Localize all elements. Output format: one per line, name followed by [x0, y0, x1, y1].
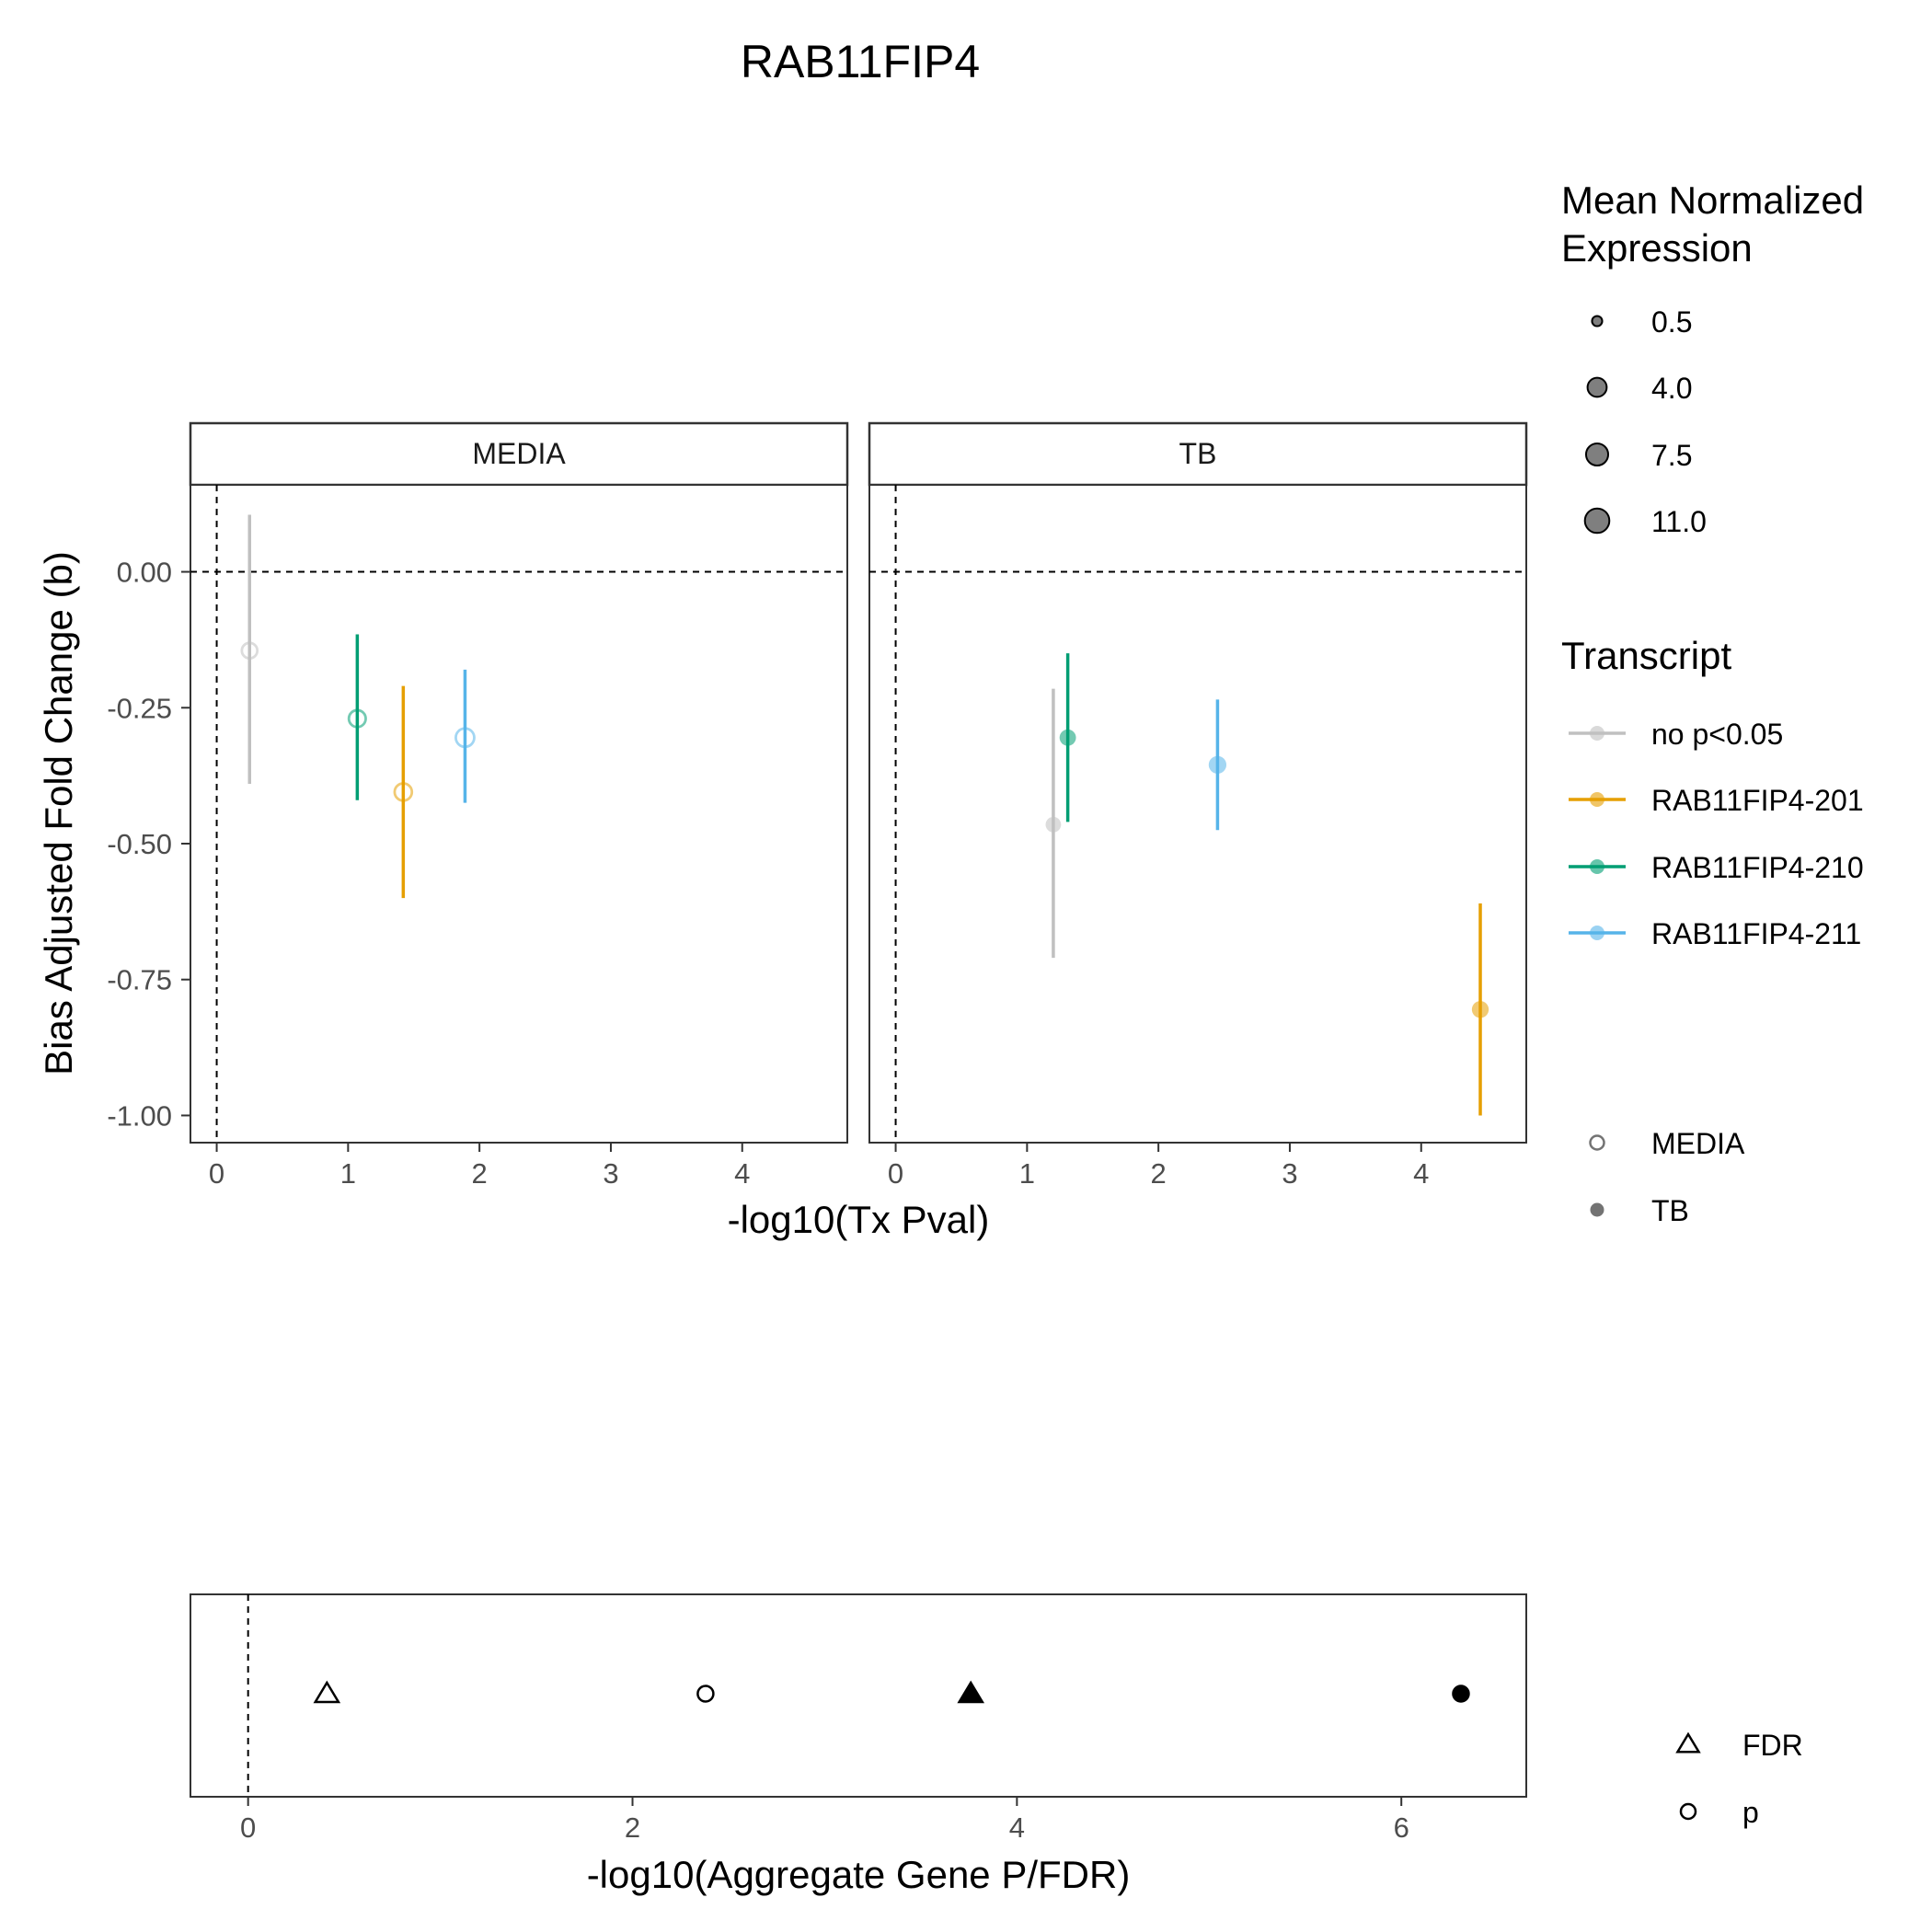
size-legend-label: 0.5 — [1651, 305, 1692, 339]
x-tick-label: 3 — [1282, 1157, 1297, 1190]
metric-legend-key-triangle — [1675, 1731, 1701, 1754]
size-legend-key — [1591, 315, 1604, 328]
color-legend-label: RAB11FIP4-211 — [1651, 917, 1861, 950]
size-legend-items: 0.5 4.0 7.5 11.0 — [1583, 305, 1707, 538]
x-tick-label: 3 — [603, 1157, 618, 1190]
facet-media: MEDIA — [189, 421, 849, 1144]
condition-legend-key-filled — [1590, 1202, 1604, 1217]
y-tick-label: -0.25 — [107, 692, 172, 724]
metric-legend-label: p — [1742, 1796, 1759, 1829]
point-rab11fip4-211-tb — [1208, 755, 1227, 774]
y-tick-label: -0.75 — [107, 964, 172, 996]
point-no-p-0-05-media — [240, 641, 259, 661]
x-tick-label: 2 — [472, 1157, 488, 1190]
color-legend-items: no p<0.05 RAB11FIP4-201 RAB11FIP4-210 RAB11… — [1569, 718, 1864, 950]
size-legend-key — [1583, 507, 1611, 535]
aggregate-x-tick-label: 2 — [625, 1811, 640, 1844]
size-legend-key — [1584, 442, 1610, 467]
aggregate-point-fdr-media — [313, 1680, 341, 1704]
facet-strip-media — [189, 421, 849, 487]
point-rab11fip4-211-media — [454, 727, 476, 749]
color-legend-dot — [1590, 859, 1604, 874]
x-tick-label: 2 — [1151, 1157, 1167, 1190]
aggregate-panel-frame — [190, 1593, 1527, 1798]
x-tick-label: 0 — [209, 1157, 224, 1190]
condition-legend-key-open — [1589, 1134, 1605, 1151]
size-legend: Mean Normalized Expression 0.5 4.0 7.5 11.0 — [1561, 178, 1864, 538]
size-legend-label: 11.0 — [1651, 505, 1707, 538]
aggregate-point-p-media — [696, 1685, 715, 1703]
facet-label-tb: TB — [1179, 437, 1217, 470]
metric-legend-key-circle — [1679, 1802, 1697, 1821]
x-tick-label: 1 — [340, 1157, 356, 1190]
aggregate-x-axis: 0 2 4 6 — [240, 1797, 1409, 1844]
x-tick-label: 4 — [1413, 1157, 1429, 1190]
size-legend-title-line-2: Expression — [1561, 226, 1753, 270]
chart-title: RAB11FIP4 — [741, 36, 980, 87]
x-tick-label: 1 — [1019, 1157, 1035, 1190]
aggregate-x-tick-label: 6 — [1394, 1811, 1409, 1844]
aggregate-point-p-tb — [1452, 1685, 1470, 1703]
aggregate-marks — [247, 1594, 1470, 1797]
point-rab11fip4-210-media — [347, 708, 367, 729]
facet-strip-tb — [868, 421, 1528, 487]
size-legend-label: 4.0 — [1651, 372, 1692, 405]
x-tick-label: 4 — [734, 1157, 750, 1190]
facet-label-media: MEDIA — [472, 437, 566, 470]
y-axis-label: Bias Adjusted Fold Change (b) — [37, 551, 80, 1075]
aggregate-point-fdr-tb — [957, 1680, 985, 1704]
media-marks — [190, 485, 847, 1143]
size-legend-key — [1586, 376, 1608, 398]
aggregate-x-axis-label: -log10(Aggregate Gene P/FDR) — [587, 1853, 1131, 1896]
point-rab11fip4-201-media — [393, 782, 414, 802]
color-legend-title: Transcript — [1561, 634, 1731, 677]
point-no-p-0-05-tb — [1045, 816, 1062, 833]
condition-legend: MEDIA TB — [1589, 1127, 1745, 1227]
color-legend-label: RAB11FIP4-210 — [1651, 851, 1864, 884]
x-axis: 0 1 2 3 4 0 1 2 3 4 — [209, 1143, 1429, 1190]
x-axis-label: -log10(Tx Pval) — [728, 1198, 990, 1241]
color-legend-label: RAB11FIP4-201 — [1651, 784, 1864, 817]
point-rab11fip4-201-tb — [1471, 1001, 1489, 1018]
color-legend: Transcript no p<0.05 RAB11FIP4-201 RAB11FI… — [1561, 634, 1864, 950]
facet-tb: TB — [868, 421, 1528, 1144]
y-tick-label: -0.50 — [107, 828, 172, 860]
color-legend-dot — [1590, 792, 1604, 807]
condition-legend-label: TB — [1651, 1194, 1689, 1227]
y-axis: 0.00 -0.25 -0.50 -0.75 -1.00 — [107, 557, 190, 1132]
tb-marks — [869, 485, 1526, 1143]
aggregate-panel: 0 2 4 6 -log10(Aggregate Gene P/FDR) — [190, 1593, 1527, 1896]
size-legend-label: 7.5 — [1651, 439, 1692, 472]
x-tick-label: 0 — [888, 1157, 903, 1190]
point-rab11fip4-210-tb — [1059, 729, 1076, 746]
color-legend-dot — [1590, 726, 1604, 741]
aggregate-x-tick-label: 0 — [240, 1811, 256, 1844]
y-tick-label: -1.00 — [107, 1099, 172, 1132]
size-legend-title-line-1: Mean Normalized — [1561, 178, 1864, 222]
color-legend-label: no p<0.05 — [1651, 718, 1783, 751]
condition-legend-label: MEDIA — [1651, 1127, 1745, 1160]
metric-legend: FDR p — [1675, 1729, 1803, 1829]
panel-tb — [868, 484, 1527, 1144]
panel-media — [190, 484, 848, 1144]
color-legend-dot — [1590, 926, 1604, 940]
aggregate-x-tick-label: 4 — [1009, 1811, 1025, 1844]
metric-legend-label: FDR — [1742, 1729, 1803, 1762]
y-tick-label: 0.00 — [117, 557, 172, 589]
